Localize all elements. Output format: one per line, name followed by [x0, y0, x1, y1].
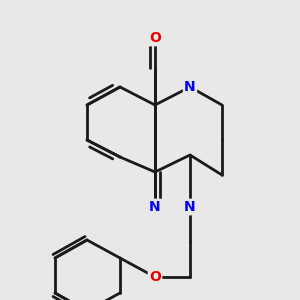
- Text: O: O: [149, 31, 161, 45]
- Text: N: N: [184, 200, 196, 214]
- Text: N: N: [184, 80, 196, 94]
- Text: N: N: [149, 200, 161, 214]
- Text: O: O: [149, 270, 161, 284]
